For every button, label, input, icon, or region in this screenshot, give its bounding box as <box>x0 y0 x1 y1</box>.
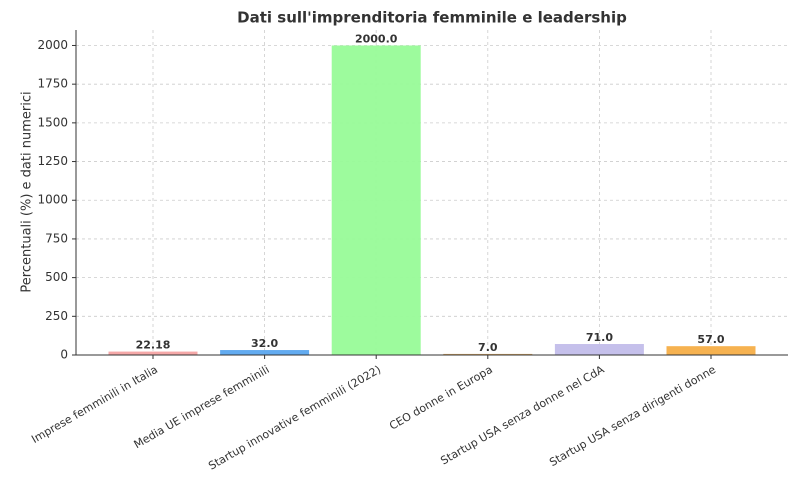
x-tick-label: Imprese femminili in Italia <box>29 363 160 446</box>
y-tick-label: 1500 <box>37 115 68 129</box>
bar <box>554 344 644 355</box>
bar <box>331 45 421 355</box>
value-label: 32.0 <box>251 337 278 350</box>
y-tick-label: 1250 <box>37 154 68 168</box>
y-tick-label: 1750 <box>37 77 68 91</box>
y-tick-label: 1000 <box>37 193 68 207</box>
y-tick-label: 0 <box>60 348 68 362</box>
y-tick-label: 500 <box>45 270 68 284</box>
y-axis-label: Percentuali (%) e dati numerici <box>20 91 35 292</box>
value-label: 22.18 <box>136 339 171 352</box>
bar <box>108 351 198 355</box>
chart-title: Dati sull'imprenditoria femminile e lead… <box>237 9 627 27</box>
y-tick-label: 2000 <box>37 38 68 52</box>
y-tick-label: 250 <box>45 309 68 323</box>
bar <box>666 346 756 355</box>
x-tick-label: CEO donne in Europa <box>387 363 495 433</box>
bar <box>220 350 310 355</box>
value-label: 57.0 <box>697 333 724 346</box>
x-tick-label: Startup innovative femminili (2022) <box>206 363 383 473</box>
value-label: 2000.0 <box>355 32 398 45</box>
bar <box>443 353 533 355</box>
value-label: 71.0 <box>586 331 613 344</box>
value-label: 7.0 <box>478 341 498 354</box>
y-tick-label: 750 <box>45 231 68 245</box>
